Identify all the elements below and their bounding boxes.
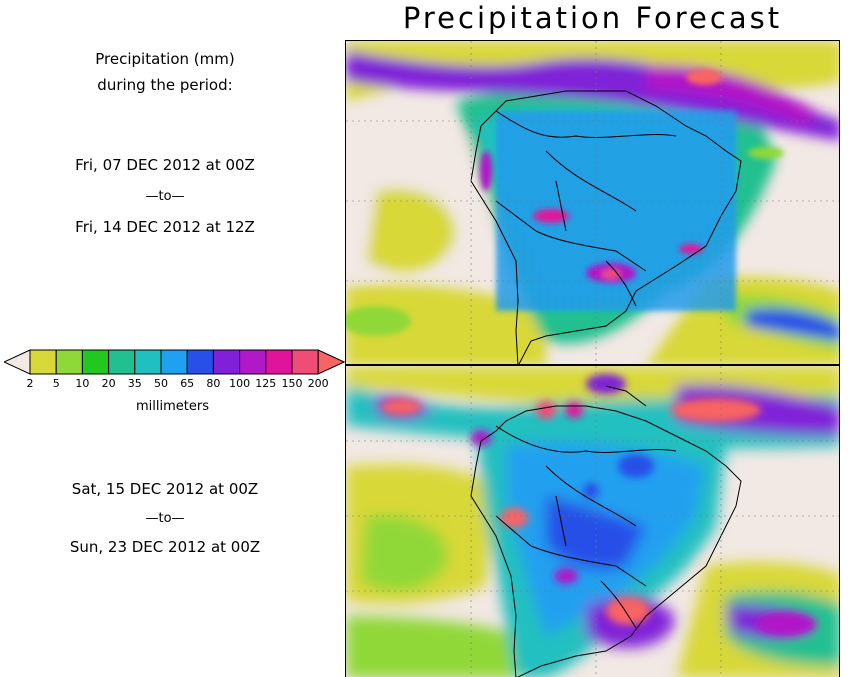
legend-header: Precipitation (mm) during the period: [0,46,330,98]
legend-swatch [291,349,319,375]
period-1-end: Fri, 14 DEC 2012 at 12Z [75,218,255,236]
legend-tick-label: 125 [255,377,277,390]
legend-swatch [265,349,293,375]
legend-tick-label: 50 [154,377,168,390]
legend-tick-label: 2 [26,377,34,390]
legend-tick-label: 65 [180,377,195,390]
legend-swatch [186,349,214,375]
legend-swatch [55,349,83,375]
header-line-2: during the period: [97,76,233,94]
period-2-end: Sun, 23 DEC 2012 at 00Z [69,538,261,556]
period-1-label: Fri, 07 DEC 2012 at 00Z —to— Fri, 14 DEC… [0,150,330,243]
period-1-sep: —to— [145,189,185,204]
legend-tick-label: 80 [206,377,221,390]
period-2-map-image [346,366,839,677]
legend-swatch [134,349,162,375]
period-1-start: Fri, 07 DEC 2012 at 00Z [75,156,255,174]
legend-tick-label: 5 [52,377,60,390]
period-2-label: Sat, 15 DEC 2012 at 00Z —to— Sun, 23 DEC… [0,475,330,562]
legend-tick-label: 10 [75,377,90,390]
header-line-1: Precipitation (mm) [95,50,235,68]
legend-swatch [212,349,241,375]
legend-tick-label: 20 [101,377,116,390]
legend-tick-labels: 2 5 10 20 35 50 65 80 100 125 150 200 [0,377,345,391]
legend-arrow-low [4,349,31,375]
legend-swatch [81,349,110,375]
legend-tick-label: 150 [281,377,303,390]
legend-swatch [29,349,57,375]
period-2-sep: —to— [145,511,185,526]
legend-tick-label: 35 [127,377,142,390]
period-2-start: Sat, 15 DEC 2012 at 00Z [71,480,259,498]
legend-swatch [160,349,188,375]
period-1-map [345,40,840,365]
chart-title: Precipitation Forecast [402,1,783,35]
legend-swatch [239,349,267,375]
legend-tick-label: 100 [229,377,251,390]
legend-arrow-high [317,349,346,375]
legend-swatch [108,349,136,375]
period-2-map [345,365,840,677]
legend-units: millimeters [136,399,209,414]
period-1-map-image [346,41,839,364]
color-legend [4,349,346,375]
legend-tick-label: 200 [307,377,329,390]
